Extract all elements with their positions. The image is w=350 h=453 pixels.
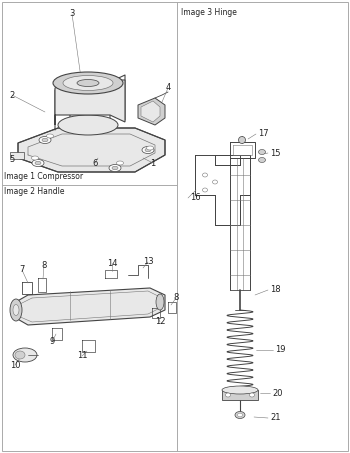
Ellipse shape: [15, 351, 25, 359]
Ellipse shape: [13, 348, 37, 362]
Text: 8: 8: [41, 260, 47, 270]
Text: 15: 15: [270, 149, 280, 158]
Ellipse shape: [145, 148, 151, 152]
Ellipse shape: [235, 411, 245, 419]
Text: Image 2 Handle: Image 2 Handle: [4, 187, 64, 196]
Polygon shape: [18, 128, 165, 172]
Text: 4: 4: [165, 83, 171, 92]
Bar: [10, 152, 24, 159]
Text: 6: 6: [92, 159, 98, 168]
Bar: [222, 390, 258, 400]
Ellipse shape: [53, 72, 123, 94]
Text: 17: 17: [258, 130, 269, 139]
Text: 11: 11: [77, 352, 87, 361]
Ellipse shape: [63, 76, 113, 91]
Ellipse shape: [142, 146, 154, 154]
Ellipse shape: [238, 136, 245, 144]
Polygon shape: [55, 80, 125, 125]
Ellipse shape: [147, 146, 154, 150]
Ellipse shape: [203, 173, 208, 177]
Text: 14: 14: [107, 259, 117, 268]
Ellipse shape: [259, 149, 266, 154]
Ellipse shape: [225, 393, 231, 397]
Text: 16: 16: [190, 193, 201, 202]
Ellipse shape: [13, 304, 19, 315]
Text: 21: 21: [270, 414, 280, 423]
Text: 12: 12: [155, 318, 165, 327]
Ellipse shape: [10, 299, 22, 321]
Ellipse shape: [222, 386, 258, 394]
Ellipse shape: [58, 115, 118, 135]
Ellipse shape: [77, 79, 99, 87]
Text: Image 3 Hinge: Image 3 Hinge: [181, 8, 237, 17]
Ellipse shape: [112, 166, 118, 170]
Text: 8: 8: [173, 294, 179, 303]
Text: 3: 3: [69, 10, 75, 19]
Text: 19: 19: [275, 346, 286, 355]
Ellipse shape: [42, 138, 48, 142]
Text: 10: 10: [10, 361, 20, 370]
Ellipse shape: [109, 164, 121, 172]
Text: 5: 5: [9, 154, 15, 164]
Text: 20: 20: [272, 389, 282, 397]
Ellipse shape: [238, 413, 243, 417]
Polygon shape: [14, 288, 165, 325]
Polygon shape: [141, 101, 160, 122]
Ellipse shape: [156, 294, 164, 310]
Text: 18: 18: [270, 285, 281, 294]
Ellipse shape: [250, 393, 254, 397]
Ellipse shape: [203, 188, 208, 192]
Text: 1: 1: [150, 159, 156, 168]
Text: 7: 7: [19, 265, 25, 275]
Ellipse shape: [39, 136, 51, 144]
Ellipse shape: [47, 134, 54, 138]
Text: 2: 2: [9, 91, 15, 100]
Ellipse shape: [35, 161, 41, 165]
Text: 13: 13: [143, 257, 153, 266]
Ellipse shape: [259, 158, 266, 163]
Text: Image 1 Compressor: Image 1 Compressor: [4, 172, 83, 181]
Ellipse shape: [32, 159, 44, 167]
Text: 9: 9: [49, 337, 55, 347]
Ellipse shape: [117, 161, 124, 165]
Ellipse shape: [32, 156, 38, 160]
Ellipse shape: [212, 180, 217, 184]
Polygon shape: [138, 98, 165, 125]
